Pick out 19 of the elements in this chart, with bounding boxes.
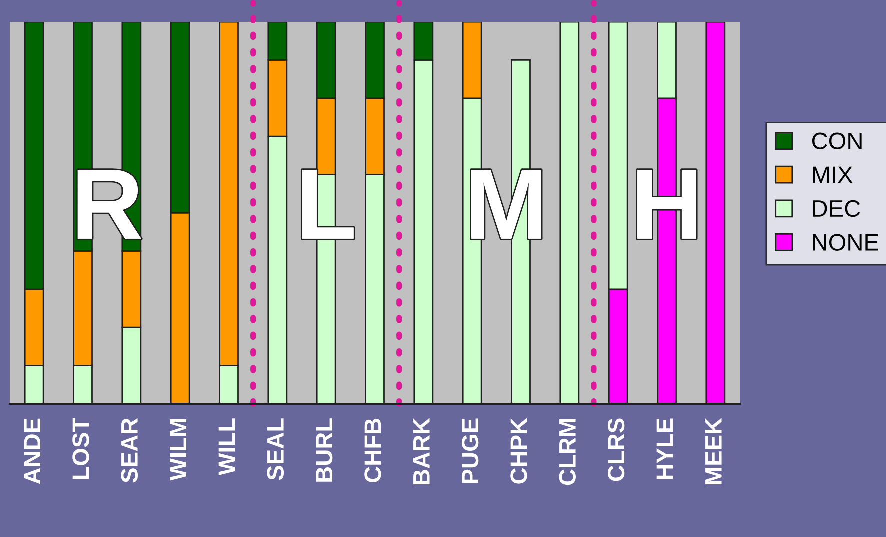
x-tick-label: CLRS [608,418,625,482]
x-tick-label: PUGE [462,418,479,484]
x-tick-label: SEAL [267,418,284,480]
x-tick-label: ANDE [24,418,40,484]
legend-label: NONE [813,234,878,251]
legend-label: CON [812,132,862,150]
x-tick-label: BURL [316,418,333,482]
legend-label: DEC [813,200,860,218]
x-tick-label: CHFB [364,418,382,482]
x-tick-label: WILL [218,418,236,476]
x-tick-label: LOST [72,418,90,480]
x-tick-label: SEAR [121,418,138,483]
x-tick-label: MEEK [706,418,722,485]
x-tick-label: HYLE [656,418,674,480]
legend-label: MIX [813,166,853,184]
x-tick-label: CHPK [510,418,528,484]
x-tick-label: WILM [170,419,186,481]
x-tick-label: BARK [414,418,430,485]
x-tick-label: CLRM [559,419,576,486]
